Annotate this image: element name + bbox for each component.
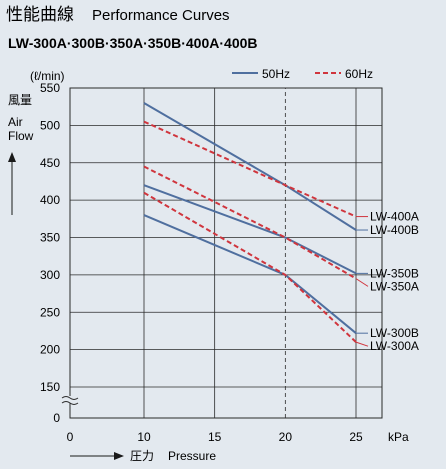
curve-lw-400a bbox=[143, 120, 357, 218]
x-tick-labels: 0 10 15 20 25 bbox=[67, 430, 363, 444]
curve-label-lw-350a: LW-350A bbox=[370, 279, 419, 293]
y-tick-label: 500 bbox=[40, 118, 60, 132]
curve-label-lw-400a: LW-400A bbox=[370, 210, 419, 224]
y-tick-label: 400 bbox=[40, 193, 60, 207]
curves bbox=[143, 102, 357, 343]
legend: 50Hz 60Hz bbox=[232, 67, 373, 81]
y-label-en-1: Air bbox=[8, 115, 23, 129]
curve-label-lw-300b: LW-300B bbox=[370, 326, 419, 340]
curve-leader-lw-350a bbox=[355, 278, 369, 287]
y-label-en-2: Flow bbox=[8, 129, 34, 143]
x-unit-label: kPa bbox=[388, 430, 409, 444]
x-label-en: Pressure bbox=[168, 449, 216, 463]
x-tick-label: 25 bbox=[349, 430, 363, 444]
y-tick-label: 200 bbox=[40, 343, 60, 357]
x-tick-label: 20 bbox=[279, 430, 293, 444]
subtitle: LW-300A·300B·350A·350B·400A·400B bbox=[8, 35, 258, 51]
curve-label-lw-300a: LW-300A bbox=[370, 339, 419, 353]
y-tick-label: 350 bbox=[40, 231, 60, 245]
axis-break-marker bbox=[61, 396, 79, 405]
title-jp: 性能曲線 bbox=[6, 5, 74, 24]
y-tick-label: 300 bbox=[40, 268, 60, 282]
y-tick-label: 250 bbox=[40, 305, 60, 319]
curve-lw-350b bbox=[143, 184, 357, 275]
y-tick-label: 0 bbox=[53, 411, 60, 425]
y-tick-labels: 0 150 200 250 300 350 400 450 500 550 bbox=[40, 81, 60, 425]
curve-lw-300b bbox=[143, 214, 357, 334]
legend-label-60hz: 60Hz bbox=[345, 67, 373, 81]
curve-leader-lw-300a bbox=[355, 341, 369, 347]
curve-lw-350a bbox=[143, 165, 357, 280]
x-tick-label: 15 bbox=[208, 430, 222, 444]
x-tick-label: 0 bbox=[67, 430, 74, 444]
y-tick-label: 450 bbox=[40, 156, 60, 170]
plot-frame bbox=[69, 87, 383, 419]
curve-lw-300a bbox=[143, 191, 357, 343]
y-tick-label: 550 bbox=[40, 81, 60, 95]
y-unit-label: (ℓ/min) bbox=[30, 69, 65, 83]
curve-label-lw-350b: LW-350B bbox=[370, 266, 419, 280]
x-tick-label: 10 bbox=[137, 430, 151, 444]
legend-label-50hz: 50Hz bbox=[262, 67, 290, 81]
grid-lines bbox=[70, 88, 382, 418]
y-label-jp: 風量 bbox=[8, 93, 32, 107]
title-en: Performance Curves bbox=[92, 7, 230, 24]
x-label-jp: 圧力 bbox=[130, 449, 154, 463]
curve-label-lw-400b: LW-400B bbox=[370, 223, 419, 237]
x-axis-arrow bbox=[70, 452, 124, 460]
y-axis-arrow bbox=[8, 152, 16, 215]
y-tick-label: 150 bbox=[40, 380, 60, 394]
